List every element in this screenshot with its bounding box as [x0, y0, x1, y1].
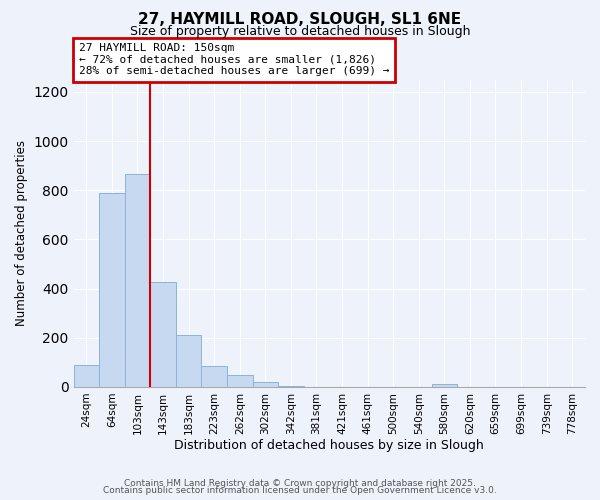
- Text: 27 HAYMILL ROAD: 150sqm
← 72% of detached houses are smaller (1,826)
28% of semi: 27 HAYMILL ROAD: 150sqm ← 72% of detache…: [79, 44, 389, 76]
- Text: Contains HM Land Registry data © Crown copyright and database right 2025.: Contains HM Land Registry data © Crown c…: [124, 478, 476, 488]
- Bar: [227, 374, 253, 387]
- Bar: [99, 192, 125, 387]
- Bar: [202, 366, 227, 387]
- Text: 27, HAYMILL ROAD, SLOUGH, SL1 6NE: 27, HAYMILL ROAD, SLOUGH, SL1 6NE: [139, 12, 461, 28]
- Bar: [125, 174, 150, 387]
- X-axis label: Distribution of detached houses by size in Slough: Distribution of detached houses by size …: [175, 440, 484, 452]
- Y-axis label: Number of detached properties: Number of detached properties: [15, 140, 28, 326]
- Bar: [176, 336, 202, 387]
- Bar: [278, 386, 304, 387]
- Bar: [74, 365, 99, 387]
- Text: Size of property relative to detached houses in Slough: Size of property relative to detached ho…: [130, 25, 470, 38]
- Text: Contains public sector information licensed under the Open Government Licence v3: Contains public sector information licen…: [103, 486, 497, 495]
- Bar: [431, 384, 457, 387]
- Bar: [253, 382, 278, 387]
- Bar: [150, 282, 176, 387]
